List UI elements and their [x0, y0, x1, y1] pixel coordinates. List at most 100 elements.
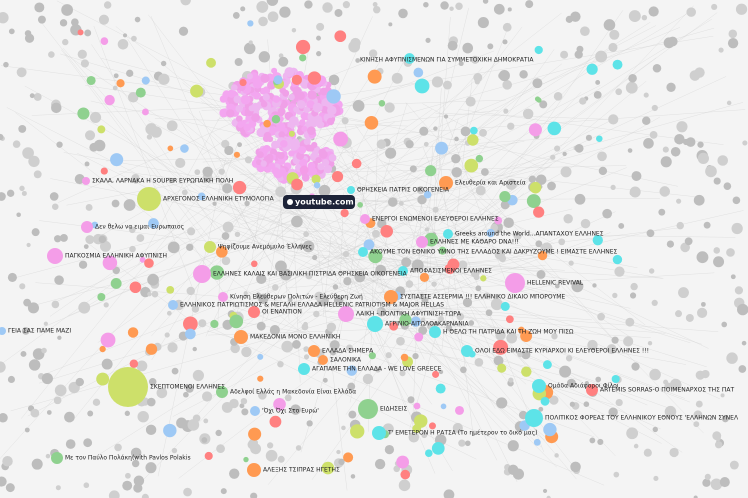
node — [705, 165, 717, 178]
node — [551, 333, 558, 340]
node — [7, 272, 17, 282]
node — [481, 168, 489, 176]
node — [86, 75, 96, 86]
node — [730, 274, 736, 280]
node — [83, 438, 93, 448]
node — [521, 366, 532, 377]
edge — [438, 149, 474, 435]
node — [404, 53, 415, 64]
node — [46, 410, 52, 415]
node-label: ΜΑΚΕΔΟΝΙΑ ΜΟΝΟ ΕΛΛΗΝΙΚΗ — [250, 334, 340, 341]
node — [694, 67, 705, 78]
node — [139, 256, 146, 263]
node — [546, 495, 551, 498]
node — [243, 456, 249, 463]
node — [62, 38, 69, 46]
node — [413, 402, 421, 410]
edge — [148, 120, 317, 209]
edge — [85, 121, 395, 308]
node — [385, 147, 397, 159]
node — [221, 139, 230, 149]
node — [77, 49, 87, 59]
node — [288, 297, 293, 303]
node — [209, 265, 225, 280]
node — [328, 154, 337, 162]
node — [612, 292, 618, 299]
edge — [64, 53, 389, 271]
node — [536, 270, 546, 279]
node — [368, 49, 378, 58]
node-label: ΠΑΓΚΟΣΜΙΑ ΕΛΛΗΝΙΚΗ ΑΦΥΠΝΙΣΗ — [65, 253, 167, 260]
node — [313, 115, 323, 124]
node — [676, 198, 682, 204]
node-label: youtube.com — [295, 198, 354, 207]
node — [248, 427, 262, 441]
labeled-node — [338, 306, 354, 322]
node — [440, 403, 447, 410]
node — [240, 94, 251, 105]
node — [416, 186, 425, 195]
node — [233, 151, 241, 158]
node — [92, 398, 101, 407]
node — [496, 397, 508, 409]
node — [405, 140, 414, 149]
node — [235, 115, 243, 123]
node — [243, 42, 256, 55]
edge — [295, 188, 419, 305]
node — [522, 108, 534, 120]
node — [221, 232, 230, 240]
node — [589, 437, 596, 444]
node-label: Ελευθερία και Αριστεία — [455, 180, 526, 187]
node — [547, 121, 562, 136]
node — [298, 243, 305, 250]
node — [292, 340, 301, 349]
edge — [10, 228, 201, 280]
node — [229, 314, 244, 329]
node — [230, 343, 240, 354]
node — [45, 453, 51, 459]
node — [375, 366, 381, 373]
labeled-node — [429, 326, 441, 338]
edge — [416, 196, 501, 370]
node-label: ΕΙΔΗΣΕΙΣ — [380, 406, 408, 413]
node — [111, 199, 120, 208]
node — [398, 8, 408, 19]
node — [505, 315, 514, 324]
node — [418, 326, 428, 335]
edge — [286, 63, 562, 279]
node — [631, 362, 640, 371]
node — [240, 397, 248, 405]
highlight-box — [283, 195, 355, 209]
node — [313, 182, 321, 189]
node — [322, 2, 333, 13]
node — [726, 352, 738, 364]
node — [462, 42, 474, 54]
node — [124, 410, 130, 416]
node — [704, 473, 711, 480]
edge — [341, 196, 484, 215]
node — [666, 82, 676, 92]
node — [110, 153, 124, 167]
edge — [437, 10, 624, 281]
node — [93, 139, 106, 152]
node — [296, 100, 306, 109]
node-label: ΑΠΟΦΑΣΙΣΜΕΝΟΙ ΕΛΛΗΝΕΣ — [410, 268, 492, 275]
node — [723, 182, 732, 190]
node — [659, 186, 671, 197]
node — [433, 126, 438, 131]
node — [122, 33, 128, 38]
node — [350, 474, 356, 479]
node — [342, 250, 350, 258]
node — [597, 151, 607, 162]
node — [183, 487, 192, 497]
node — [290, 404, 301, 415]
node — [726, 100, 732, 106]
node-label: Αδελφοί Ελλάς η Μακεδονία Είναι Ελλάδα — [230, 389, 356, 396]
node — [204, 451, 213, 461]
node — [568, 260, 574, 266]
node — [306, 420, 313, 427]
node — [34, 2, 45, 13]
node — [131, 459, 140, 468]
node-label: ΣΚΕΠΤΟΜΕΝΟΙ ΕΛΛΗΝΕΣ — [150, 384, 225, 391]
node — [658, 208, 666, 216]
